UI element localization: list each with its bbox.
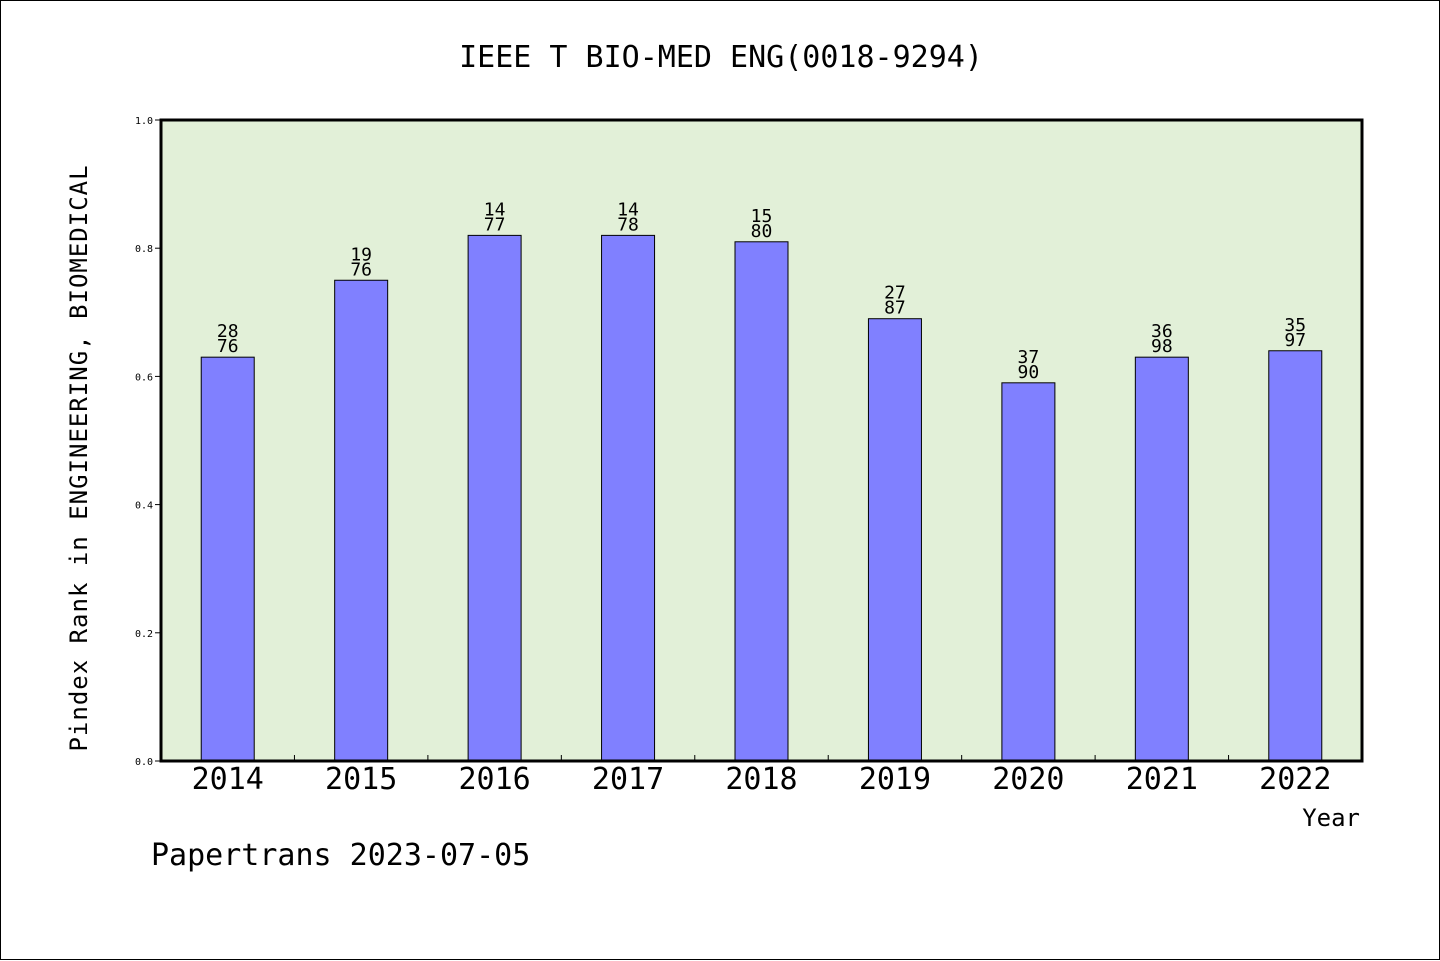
footer-credit: Papertrans 2023-07-05 bbox=[151, 838, 530, 873]
rank-label: 35 bbox=[1284, 315, 1306, 336]
bar-2015 bbox=[334, 279, 389, 762]
rank-label: 14 bbox=[484, 199, 506, 220]
x-tick-label: 2017 bbox=[592, 762, 664, 797]
bar-2022 bbox=[1268, 350, 1323, 762]
total-label: 90 bbox=[1018, 362, 1040, 383]
y-tick-label: 1.0 bbox=[135, 116, 153, 127]
rank-label: 37 bbox=[1018, 347, 1040, 368]
bar-2017 bbox=[601, 234, 656, 762]
total-label: 76 bbox=[217, 336, 239, 357]
total-label: 76 bbox=[350, 259, 372, 280]
rank-label: 36 bbox=[1151, 321, 1173, 342]
bars-group bbox=[200, 234, 1323, 762]
x-tick-label: 2014 bbox=[192, 762, 264, 797]
y-tick-labels: 0.0 0.2 0.4 0.6 0.8 1.0 bbox=[135, 116, 161, 768]
y-tick-label: 0.8 bbox=[135, 244, 153, 255]
rank-label: 19 bbox=[350, 244, 372, 265]
x-tick-label: 2016 bbox=[458, 762, 530, 797]
x-tick-labels: 2014 2015 2016 2017 2018 2019 2020 2021 2022 bbox=[192, 762, 1332, 797]
x-tick-label: 2015 bbox=[325, 762, 397, 797]
y-axis-label: Pindex Rank in ENGINEERING, BIOMEDICAL bbox=[65, 164, 93, 751]
total-label: 97 bbox=[1284, 330, 1306, 351]
total-label: 98 bbox=[1151, 336, 1173, 357]
bar-2021 bbox=[1134, 356, 1189, 762]
total-label: 87 bbox=[884, 298, 906, 319]
plot-border bbox=[159, 118, 1364, 763]
bar-2014 bbox=[200, 356, 255, 762]
x-tick-label: 2018 bbox=[725, 762, 797, 797]
chart-title: IEEE T BIO-MED ENG(0018-9294) bbox=[459, 40, 983, 75]
bar-2019 bbox=[867, 318, 922, 762]
rank-label: 28 bbox=[217, 321, 239, 342]
y-tick-label: 0.6 bbox=[135, 372, 153, 383]
bar-2016 bbox=[467, 234, 522, 762]
y-tick-label: 0.4 bbox=[135, 501, 153, 512]
x-axis-label: Year bbox=[1302, 804, 1360, 832]
bar-2020 bbox=[1001, 382, 1056, 762]
y-tick-label: 0.0 bbox=[135, 757, 153, 768]
x-tick-label: 2021 bbox=[1126, 762, 1198, 797]
y-tick-label: 0.2 bbox=[135, 629, 153, 640]
total-label: 80 bbox=[751, 221, 773, 242]
total-label: 77 bbox=[484, 214, 506, 235]
x-tick-label: 2020 bbox=[992, 762, 1064, 797]
x-tick-label: 2022 bbox=[1259, 762, 1331, 797]
rank-label: 15 bbox=[751, 206, 773, 227]
rank-label: 27 bbox=[884, 283, 906, 304]
bar-2018 bbox=[734, 241, 789, 762]
total-label: 78 bbox=[617, 214, 639, 235]
rank-label: 14 bbox=[617, 199, 639, 220]
x-tick-label: 2019 bbox=[859, 762, 931, 797]
